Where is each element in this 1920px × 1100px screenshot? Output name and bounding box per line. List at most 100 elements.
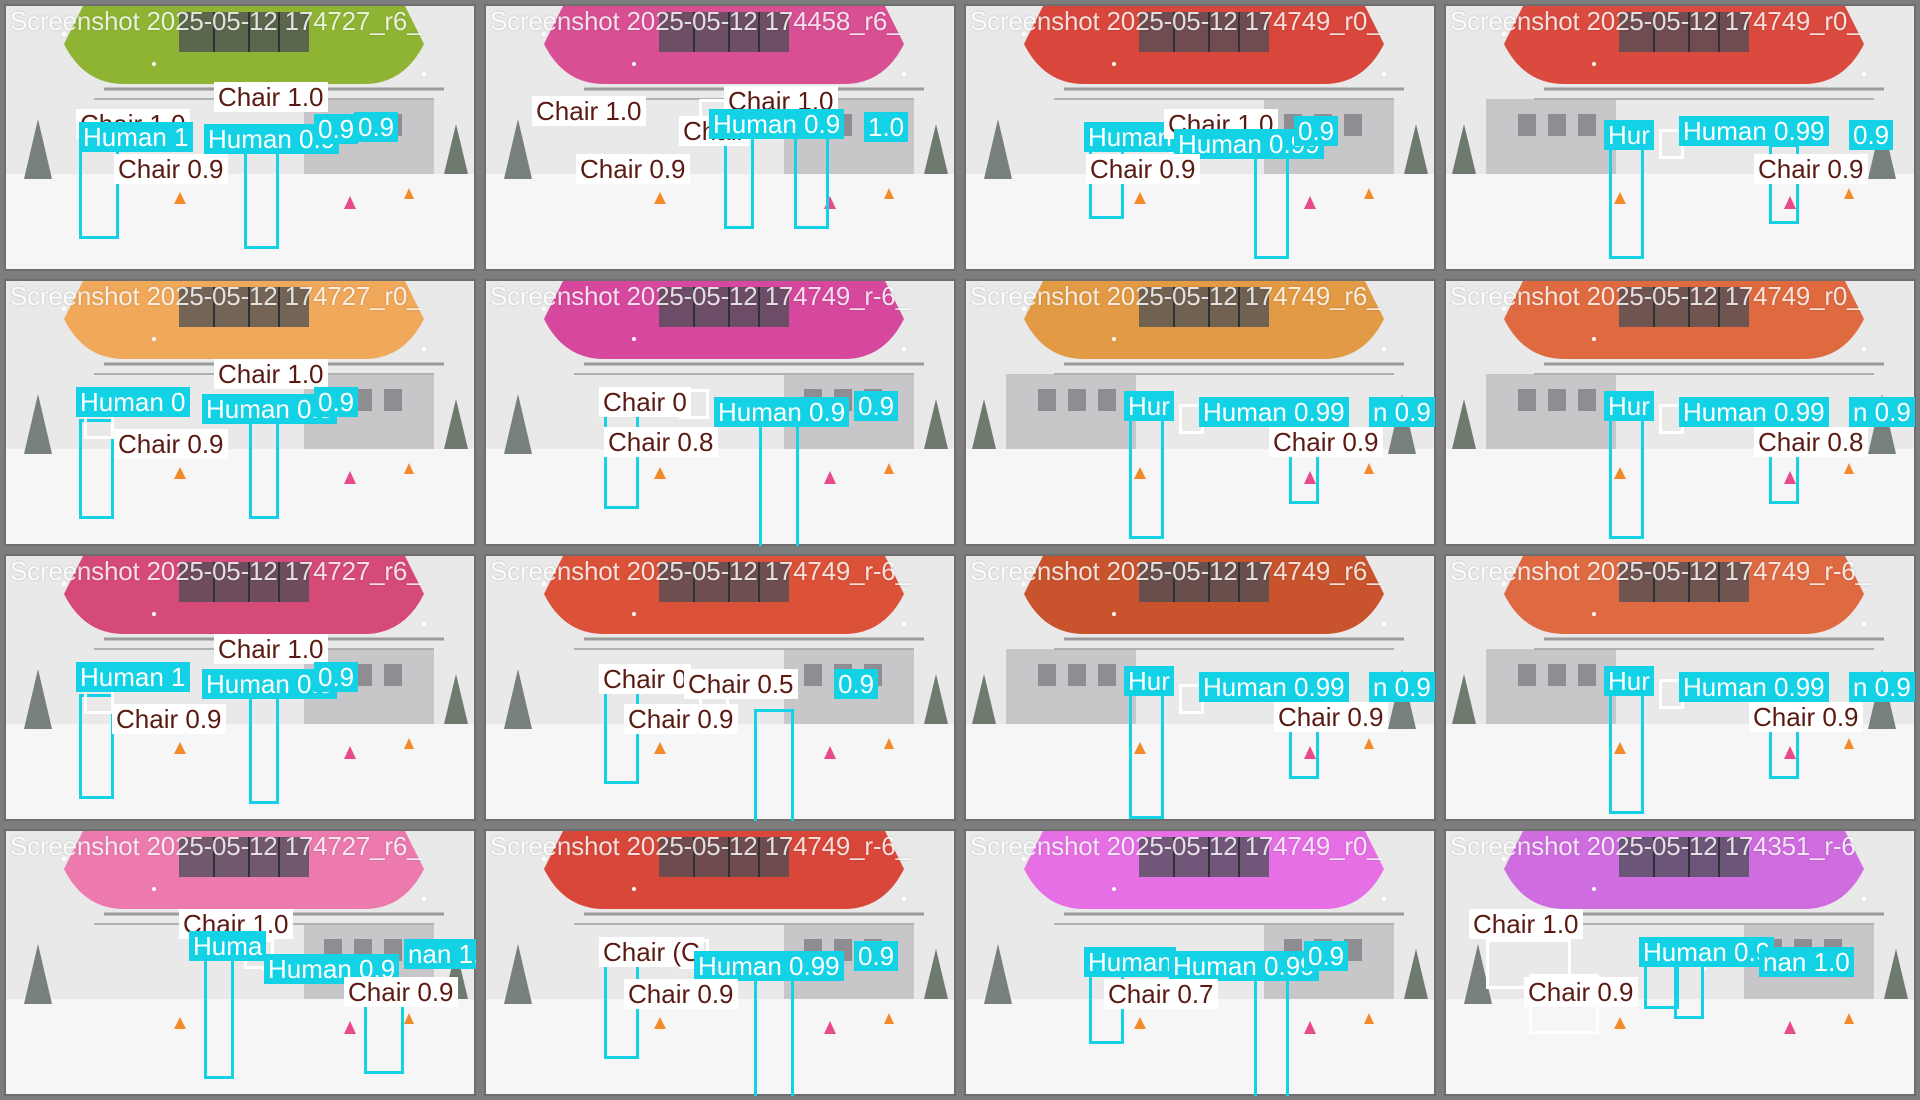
human-detection-label: 0.9: [314, 662, 359, 692]
human-detection-label: Human 0.99: [1679, 116, 1829, 146]
human-detection-label: Human: [1084, 122, 1176, 152]
chair-detection-label: Chair 0.5: [684, 669, 798, 699]
human-bounding-box: [79, 694, 114, 799]
human-detection-label: 0.9: [854, 941, 899, 971]
tile-filename-title: Screenshot 2025-05-12 174749_r0_: [1450, 6, 1862, 36]
human-bounding-box: [1129, 404, 1164, 539]
ski-lift-photo: [1444, 554, 1916, 821]
human-detection-label: Human 0.99: [1199, 672, 1349, 702]
human-detection-label: Hur: [1124, 391, 1174, 421]
chair-detection-label: Chair 0.9: [1274, 702, 1388, 732]
human-detection-label: n 0.9: [1849, 397, 1915, 427]
chair-detection-label: Chair 0.9: [624, 704, 738, 734]
tile-filename-title: Screenshot 2025-05-12 174749_r0_: [1450, 281, 1862, 311]
human-detection-label: n 0.9: [1369, 672, 1435, 702]
human-detection-label: Human 0.99: [1679, 672, 1829, 702]
human-detection-label: Human 1: [79, 122, 193, 152]
human-bounding-box: [1609, 404, 1644, 539]
human-detection-label: 0.9: [1304, 941, 1349, 971]
human-detection-label: Hur: [1604, 391, 1654, 421]
mosaic-tile: Hur Human 0.99 n 0.9 Chair 0.9 Screenshot 20…: [1444, 554, 1916, 821]
mosaic-tile: Hur Human 0.99 n 0.9 Chair 0.9 Screenshot 20…: [964, 279, 1436, 546]
human-detection-label: 0.9: [354, 112, 399, 142]
human-bounding-box: [79, 419, 114, 519]
tile-filename-title: Screenshot 2025-05-12 174749_r-6_: [490, 831, 910, 861]
chair-detection-label: Chair 0: [599, 387, 691, 417]
ski-lift-photo: [4, 279, 476, 546]
human-detection-label: 0.9: [1294, 116, 1339, 146]
mosaic-tile: Hur Human 0.99 0.9 Chair 0.9 Screenshot 2025…: [1444, 4, 1916, 271]
human-detection-label: 0.9: [1849, 120, 1894, 150]
tile-filename-title: Screenshot 2025-05-12 174727_r0_: [10, 281, 422, 311]
photo-scene: [1444, 279, 1916, 546]
human-detection-label: Huma: [189, 931, 267, 961]
mosaic-tile: Hur Human 0.99 n 0.9 Chair 0.9 Screenshot 20…: [964, 554, 1436, 821]
photo-scene: [1444, 4, 1916, 271]
tile-filename-title: Screenshot 2025-05-12 174749_r6_: [970, 281, 1382, 311]
human-bounding-box: [249, 694, 279, 804]
human-bounding-box: [249, 419, 279, 519]
chair-detection-label: Chair 0.9: [1086, 154, 1200, 184]
tile-filename-title: Screenshot 2025-05-12 174727_r6_: [10, 556, 422, 586]
mosaic-tile: Chair 1.0 Human 0.9 nan 1.0 Chair 0.9 Screen…: [1444, 829, 1916, 1096]
human-detection-label: 0.9: [314, 387, 359, 417]
human-detection-label: Human 0.9: [202, 394, 338, 424]
chair-detection-label: Chair 0.9: [114, 154, 228, 184]
tile-filename-title: Screenshot 2025-05-12 174749_r-6_: [1450, 556, 1870, 586]
human-detection-label: n 0.9: [1849, 672, 1915, 702]
mosaic-tile: Chair 1.0 Human 0 Human 0.9 0.9 Chair 0.9 Scr…: [4, 279, 476, 546]
human-bounding-box: [1609, 679, 1644, 814]
photo-scene: [1444, 554, 1916, 821]
chair-detection-label: Chair 0.9: [576, 154, 690, 184]
chair-detection-label: Chair 0.9: [344, 977, 458, 1007]
human-detection-label: Human 0.99: [694, 951, 844, 981]
human-detection-label: Hur: [1604, 120, 1654, 150]
human-bounding-box: [204, 949, 234, 1079]
human-detection-label: Human 1: [76, 662, 190, 692]
human-detection-label: n 0.9: [1369, 397, 1435, 427]
human-detection-label: Hur: [1124, 666, 1174, 696]
mosaic-tile: Chair (C Human 0.99 0.9 Chair 0.9 Screenshot…: [484, 829, 956, 1096]
tile-filename-title: Screenshot 2025-05-12 174749_r0_: [970, 6, 1382, 36]
human-detection-label: Human 0.99: [1199, 397, 1349, 427]
human-detection-label: Hur: [1604, 666, 1654, 696]
chair-detection-label: Chair 0.9: [624, 979, 738, 1009]
chair-detection-label: Chair 0.8: [1754, 427, 1868, 457]
chair-detection-label: Chair 1.0: [214, 634, 328, 664]
ski-lift-photo: [1444, 4, 1916, 271]
human-detection-label: nan 1.0: [404, 939, 476, 969]
tile-filename-title: Screenshot 2025-05-12 174727_r6_: [10, 831, 422, 861]
human-detection-label: Human 0.99: [1679, 397, 1829, 427]
tile-filename-title: Screenshot 2025-05-12 174749_r0_: [970, 831, 1382, 861]
mosaic-tile: Chair 1.0 Human 1 Human 0.9 0.9 Chair 0.9 Scr…: [4, 554, 476, 821]
mosaic-tile: Chair 0 Chair 0.5 0.9 Chair 0.9 Screenshot 2…: [484, 554, 956, 821]
human-detection-label: 0.9: [314, 114, 359, 144]
photo-scene: [4, 279, 476, 546]
chair-detection-label: Chair 0.9: [112, 704, 226, 734]
ski-lift-photo: [4, 829, 476, 1096]
human-detection-label: Human 0.9: [714, 397, 850, 427]
chair-detection-label: Chair 1.0: [214, 359, 328, 389]
chair-detection-label: Chair 0.7: [1104, 979, 1218, 1009]
ski-lift-photo: [1444, 279, 1916, 546]
human-detection-label: nan 1.0: [1759, 947, 1854, 977]
human-bounding-box: [759, 419, 799, 546]
mosaic-tile: Human Chair 1.0 Human 0.99 0.9 Chair 0.9 Scre…: [964, 4, 1436, 271]
mosaic-tile: Human Human 0.99 0.9 Chair 0.7 Screenshot 20…: [964, 829, 1436, 1096]
chair-detection-label: Chair 0.8: [604, 427, 718, 457]
tile-filename-title: Screenshot 2025-05-12 174749_r-6_: [490, 281, 910, 311]
mosaic-tile: Chair 0 Human 0.9 0.9 Chair 0.8 Screenshot 2…: [484, 279, 956, 546]
photo-scene: [964, 554, 1436, 821]
human-detection-label: Human: [1084, 947, 1176, 977]
chair-detection-label: Chair 0.9: [1749, 702, 1863, 732]
mosaic-tile: Hur Human 0.99 n 0.9 Chair 0.8 Screenshot 20…: [1444, 279, 1916, 546]
human-bounding-box: [794, 129, 829, 229]
human-detection-label: Human 0.9: [709, 109, 845, 139]
chair-detection-label: Chair 1.0: [214, 82, 328, 112]
human-bounding-box: [754, 709, 794, 821]
chair-detection-label: Chair (C: [599, 937, 704, 967]
tile-filename-title: Screenshot 2025-05-12 174351_r-6: [1450, 831, 1856, 861]
human-bounding-box: [1129, 684, 1164, 819]
